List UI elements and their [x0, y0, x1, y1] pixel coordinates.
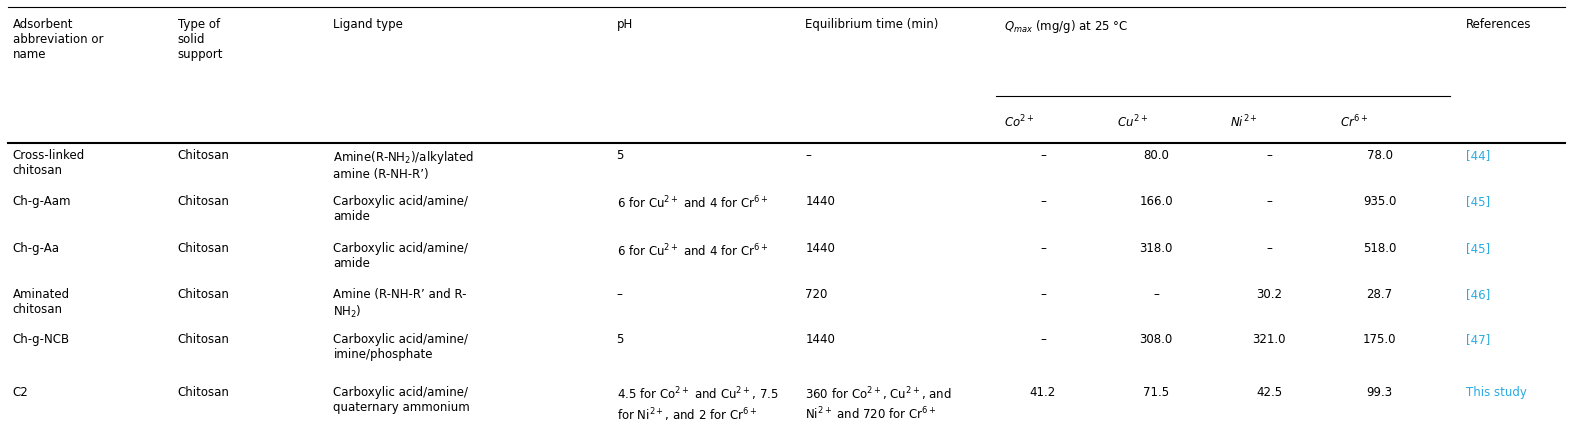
Text: Ch-g-Aa: Ch-g-Aa — [13, 242, 60, 256]
Text: 166.0: 166.0 — [1139, 195, 1173, 208]
Text: –: – — [1266, 242, 1273, 256]
Text: 1440: 1440 — [805, 242, 835, 256]
Text: 175.0: 175.0 — [1362, 333, 1397, 346]
Text: C2: C2 — [13, 386, 28, 399]
Text: Chitosan: Chitosan — [178, 333, 230, 346]
Text: Chitosan: Chitosan — [178, 195, 230, 208]
Text: 99.3: 99.3 — [1367, 386, 1392, 399]
Text: 1440: 1440 — [805, 195, 835, 208]
Text: Ch-g-NCB: Ch-g-NCB — [13, 333, 69, 346]
Text: $Ni^{2+}$: $Ni^{2+}$ — [1230, 113, 1258, 130]
Text: Chitosan: Chitosan — [178, 149, 230, 162]
Text: 42.5: 42.5 — [1257, 386, 1282, 399]
Text: –: – — [1040, 242, 1046, 256]
Text: 308.0: 308.0 — [1139, 333, 1173, 346]
Text: 720: 720 — [805, 288, 827, 301]
Text: Ligand type: Ligand type — [333, 18, 403, 31]
Text: $Cr^{6+}$: $Cr^{6+}$ — [1340, 113, 1369, 130]
Text: –: – — [1266, 149, 1273, 162]
Text: Amine (R-NH-R’ and R-
NH$_2$): Amine (R-NH-R’ and R- NH$_2$) — [333, 288, 467, 320]
Text: 360 for Co$^{2+}$, Cu$^{2+}$, and
Ni$^{2+}$ and 720 for Cr$^{6+}$: 360 for Co$^{2+}$, Cu$^{2+}$, and Ni$^{2… — [805, 386, 952, 421]
Text: 6 for Cu$^{2+}$ and 4 for Cr$^{6+}$: 6 for Cu$^{2+}$ and 4 for Cr$^{6+}$ — [617, 195, 768, 211]
Text: Ch-g-Aam: Ch-g-Aam — [13, 195, 71, 208]
Text: 318.0: 318.0 — [1139, 242, 1173, 256]
Text: Chitosan: Chitosan — [178, 386, 230, 399]
Text: 6 for Cu$^{2+}$ and 4 for Cr$^{6+}$: 6 for Cu$^{2+}$ and 4 for Cr$^{6+}$ — [617, 242, 768, 259]
Text: Chitosan: Chitosan — [178, 242, 230, 256]
Text: Equilibrium time (min): Equilibrium time (min) — [805, 18, 939, 31]
Text: –: – — [805, 149, 812, 162]
Text: [47]: [47] — [1466, 333, 1490, 346]
Text: $Q_{max}$ (mg/g) at 25 °C: $Q_{max}$ (mg/g) at 25 °C — [1004, 18, 1128, 35]
Text: –: – — [1153, 288, 1159, 301]
Text: Aminated
chitosan: Aminated chitosan — [13, 288, 69, 317]
Text: 4.5 for Co$^{2+}$ and Cu$^{2+}$, 7.5
for Ni$^{2+}$, and 2 for Cr$^{6+}$: 4.5 for Co$^{2+}$ and Cu$^{2+}$, 7.5 for… — [617, 386, 779, 421]
Text: Carboxylic acid/amine/
quaternary ammonium: Carboxylic acid/amine/ quaternary ammoni… — [333, 386, 470, 414]
Text: Chitosan: Chitosan — [178, 288, 230, 301]
Text: Type of
solid
support: Type of solid support — [178, 18, 223, 61]
Text: –: – — [1040, 333, 1046, 346]
Text: 71.5: 71.5 — [1144, 386, 1169, 399]
Text: 321.0: 321.0 — [1252, 333, 1287, 346]
Text: References: References — [1466, 18, 1532, 31]
Text: Carboxylic acid/amine/
imine/phosphate: Carboxylic acid/amine/ imine/phosphate — [333, 333, 469, 361]
Text: $Co^{2+}$: $Co^{2+}$ — [1004, 113, 1035, 130]
Text: –: – — [1266, 195, 1273, 208]
Text: [44]: [44] — [1466, 149, 1490, 162]
Text: 935.0: 935.0 — [1362, 195, 1397, 208]
Text: –: – — [617, 288, 623, 301]
Text: [45]: [45] — [1466, 195, 1490, 208]
Text: –: – — [1040, 149, 1046, 162]
Text: Cross-linked
chitosan: Cross-linked chitosan — [13, 149, 85, 177]
Text: 78.0: 78.0 — [1367, 149, 1392, 162]
Text: –: – — [1040, 195, 1046, 208]
Text: 30.2: 30.2 — [1257, 288, 1282, 301]
Text: 518.0: 518.0 — [1362, 242, 1397, 256]
Text: $Cu^{2+}$: $Cu^{2+}$ — [1117, 113, 1148, 130]
Text: Carboxylic acid/amine/
amide: Carboxylic acid/amine/ amide — [333, 242, 469, 270]
Text: [45]: [45] — [1466, 242, 1490, 256]
Text: Adsorbent
abbreviation or
name: Adsorbent abbreviation or name — [13, 18, 104, 61]
Text: 80.0: 80.0 — [1144, 149, 1169, 162]
Text: 41.2: 41.2 — [1030, 386, 1055, 399]
Text: Carboxylic acid/amine/
amide: Carboxylic acid/amine/ amide — [333, 195, 469, 223]
Text: 1440: 1440 — [805, 333, 835, 346]
Text: 28.7: 28.7 — [1367, 288, 1392, 301]
Text: 5: 5 — [617, 149, 624, 162]
Text: –: – — [1040, 288, 1046, 301]
Text: 5: 5 — [617, 333, 624, 346]
Text: Amine(R-NH$_2$)/alkylated
amine (R-NH-R’): Amine(R-NH$_2$)/alkylated amine (R-NH-R’… — [333, 149, 475, 181]
Text: [46]: [46] — [1466, 288, 1490, 301]
Text: pH: pH — [617, 18, 632, 31]
Text: This study: This study — [1466, 386, 1527, 399]
